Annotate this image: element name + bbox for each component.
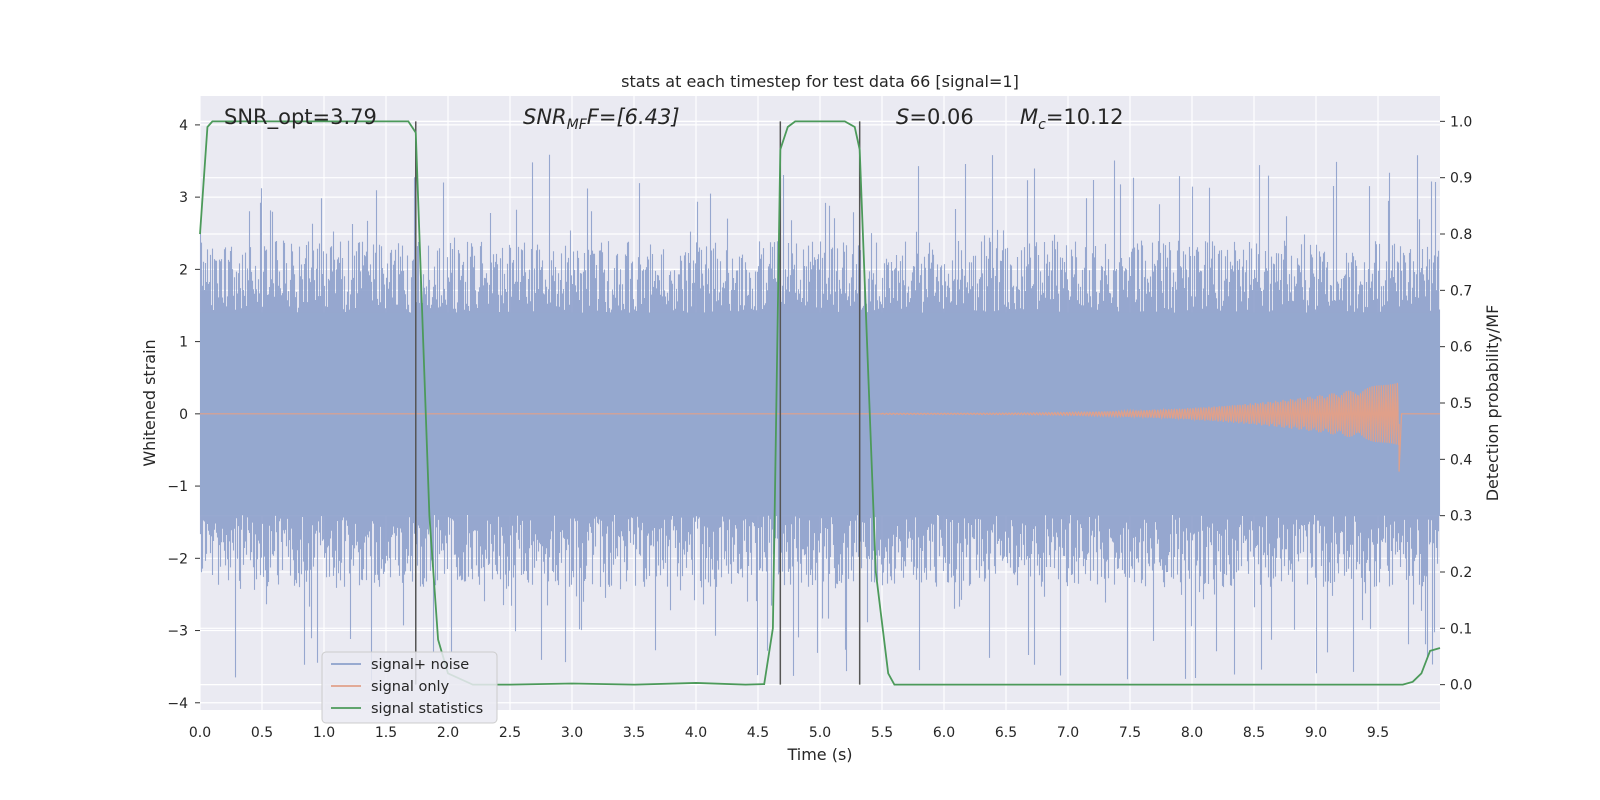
y-right-tick-label: 0.7 (1450, 283, 1472, 299)
y-right-axis-ticks: 1.0 0.9 0.8 0.7 0.6 0.5 0.4 0.3 0.2 0.1 0.0 (1440, 114, 1472, 694)
legend-label-statistics: signal statistics (371, 701, 483, 717)
x-tick-label: 6.5 (995, 725, 1017, 741)
y-right-tick-label: 0.9 (1450, 171, 1472, 187)
x-tick-label: 3.5 (623, 725, 645, 741)
y-right-tick-label: 0.5 (1450, 396, 1472, 412)
y-right-tick-label: 0.8 (1450, 227, 1472, 243)
x-tick-label: 0.0 (189, 725, 211, 741)
x-tick-label: 5.5 (871, 725, 893, 741)
y-right-tick-label: 0.2 (1450, 565, 1472, 581)
legend-label-signal: signal only (371, 679, 450, 695)
x-tick-label: 4.5 (747, 725, 769, 741)
x-axis-ticks: 0.0 0.5 1.0 1.5 2.0 2.5 3.0 3.5 4.0 4.5 5.0 5.5 6.0 6… (189, 725, 1389, 741)
x-tick-label: 1.0 (313, 725, 335, 741)
annotation-s: S=0.06 (896, 105, 974, 129)
chart-title: stats at each timestep for test data 66 … (621, 72, 1019, 91)
y-right-tick-label: 0.4 (1450, 452, 1472, 468)
y-right-tick-label: 0.3 (1450, 509, 1472, 525)
x-tick-label: 5.0 (809, 725, 831, 741)
y-right-tick-label: 0.1 (1450, 621, 1472, 637)
x-tick-label: 8.5 (1243, 725, 1265, 741)
y-right-tick-label: 0.6 (1450, 340, 1472, 356)
y-left-tick-label: −2 (167, 551, 188, 567)
signal-only-series (200, 382, 1440, 472)
legend-label-noise: signal+ noise (371, 657, 469, 673)
x-tick-label: 9.0 (1305, 725, 1327, 741)
legend-box (321, 651, 498, 724)
y-right-tick-label: 0.0 (1450, 678, 1472, 694)
x-axis-label: Time (s) (786, 745, 852, 764)
x-tick-label: 3.0 (561, 725, 583, 741)
signal-statistics-series (199, 120, 1441, 686)
y-right-tick-label: 1.0 (1450, 114, 1472, 130)
x-tick-label: 2.5 (499, 725, 521, 741)
signal-statistics-line (199, 120, 1441, 686)
y-left-axis-label: Whitened strain (140, 339, 159, 466)
y-left-tick-label: −1 (167, 479, 188, 495)
y-left-tick-label: 1 (179, 335, 188, 351)
legend: signal+ noise signal only signal statist… (321, 651, 498, 724)
x-tick-label: 9.5 (1367, 725, 1389, 741)
annotation-snr-mf: SNRMFF=[6.43] (523, 105, 680, 133)
y-left-tick-label: −4 (167, 696, 188, 712)
annotation-snr-opt: SNR_opt=3.79 (224, 105, 377, 130)
x-tick-label: 4.0 (685, 725, 707, 741)
y-left-axis-ticks: 4 3 2 1 0 −1 −2 −3 −4 (167, 118, 200, 712)
y-left-tick-label: 0 (179, 407, 188, 423)
x-tick-label: 6.0 (933, 725, 955, 741)
signal-only-chirp (881, 382, 1440, 472)
vertical-markers (415, 121, 861, 685)
y-left-tick-label: −3 (167, 624, 188, 640)
x-tick-label: 7.5 (1119, 725, 1141, 741)
y-left-tick-label: 4 (179, 118, 188, 134)
x-tick-label: 7.0 (1057, 725, 1079, 741)
y-left-tick-label: 2 (179, 262, 188, 278)
x-tick-label: 8.0 (1181, 725, 1203, 741)
x-tick-label: 0.5 (251, 725, 273, 741)
y-left-tick-label: 3 (179, 190, 188, 206)
x-tick-label: 2.0 (437, 725, 459, 741)
y-right-axis-label: Detection probability/MF (1483, 305, 1502, 502)
x-tick-label: 1.5 (375, 725, 397, 741)
annotation-mc: Mc=10.12 (1020, 105, 1124, 133)
